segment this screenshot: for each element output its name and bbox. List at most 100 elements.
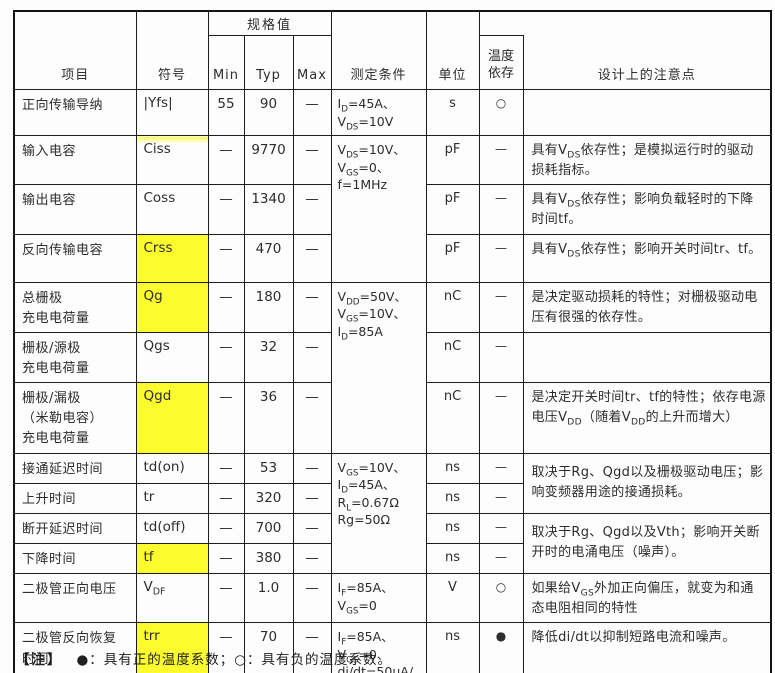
item-cell: 栅极/源极 充电电荷量 — [13, 331, 137, 384]
temp-dependence-cell: — — [478, 331, 524, 384]
temp-dependence-cell: — — [478, 482, 524, 514]
temp-dependence-cell: ○ — [478, 573, 524, 624]
col-header-conditions: 测定条件 — [330, 10, 427, 90]
table-row: 输出电容 Coss — 1340 — pF — 具有VDS依存性；影响负载轻时的… — [13, 184, 772, 235]
design-note-cell — [522, 89, 772, 136]
item-cell: 接通延迟时间 — [13, 452, 137, 484]
symbol-cell: Qgd — [135, 382, 209, 454]
design-note-cell: 取决于Rg、Qgd以及栅极驱动电压；影响变频器用途的接通损耗。 — [522, 452, 772, 514]
conditions-cell: VDS=10V、 VGS=0、 f=1MHz — [330, 135, 427, 283]
typ-cell: 180 — [243, 281, 294, 333]
col-header-design-notes: 设计上的注意点 — [522, 35, 772, 90]
typ-cell: 9770 — [243, 134, 294, 186]
symbol-cell: VDF — [135, 573, 209, 624]
table-row: 总栅极 充电电荷量 Qg — 180 — VDD=50V、 VGS=10V、 ID=8… — [13, 281, 772, 454]
design-note-cell: 如果给VGS外加正向偏压，就变为和通态电阻相同的特性 — [522, 573, 772, 624]
table-row: 栅极/漏极 （米勒电容） 充电电荷量 Qgd — 36 — nC — 是决定开关时间… — [13, 382, 772, 454]
min-cell: — — [207, 233, 245, 283]
max-cell: — — [292, 281, 332, 333]
unit-cell: pF — [425, 134, 480, 186]
item-cell: 二极管反向恢复 时间 — [13, 622, 137, 673]
max-cell: — — [292, 89, 332, 136]
col-header-min: Min — [207, 35, 245, 90]
col-header-temp-dependence: 温度 依存 — [478, 35, 524, 90]
symbol-cell: trr — [135, 622, 209, 673]
footnote: 【注】 ●：具有正的温度系数；○：具有负的温度系数。 — [16, 648, 392, 668]
max-cell: — — [292, 573, 332, 624]
typ-cell: 1.0 — [243, 573, 294, 624]
max-cell: — — [292, 233, 332, 283]
item-cell: 栅极/漏极 （米勒电容） 充电电荷量 — [13, 382, 137, 454]
typ-cell: 32 — [243, 331, 294, 384]
col-header-unit: 单位 — [425, 10, 480, 90]
unit-cell: ns — [425, 482, 480, 514]
max-cell: — — [292, 184, 332, 235]
table-row: 断开延迟时间 td(off) — 700 — ns — 取决于Rg、Qgd以及V… — [13, 512, 772, 575]
item-cell: 上升时间 — [13, 482, 137, 514]
conditions-cell: VDD=50V、 VGS=10V、 ID=85A — [330, 281, 427, 454]
typ-cell: 700 — [243, 512, 294, 544]
symbol-cell: |Yfs| — [135, 89, 209, 136]
footnote-label: 【注】 — [16, 652, 63, 668]
min-cell: — — [207, 452, 245, 484]
symbol-cell: td(on) — [135, 452, 209, 484]
typ-cell: 36 — [243, 382, 294, 454]
max-cell: — — [292, 134, 332, 186]
unit-cell: V — [425, 573, 480, 624]
table-row: 栅极/源极 充电电荷量 Qgs — 32 — nC — — [13, 331, 772, 384]
table-row: 二极管正向电压 VDF — 1.0 — IF=85A、 VGS=0 V ○ 如果给… — [13, 573, 772, 624]
typ-cell: 53 — [243, 452, 294, 484]
table-row: 下降时间 tf — 380 — ns — — [13, 542, 771, 575]
min-cell: — — [207, 382, 245, 454]
temp-dependence-cell: — — [478, 542, 524, 575]
col-header-symbol: 符号 — [135, 10, 209, 90]
design-note-cell: 具有VDS依存性；是模拟运行时的驱动损耗指标。 — [522, 134, 772, 186]
typ-cell: 1340 — [243, 184, 294, 235]
col-header-max: Max — [292, 35, 332, 90]
temp-dependence-cell: — — [478, 512, 524, 544]
symbol-cell: Qgs — [135, 331, 209, 384]
design-note-cell: 取决于Rg、Qgd以及Vth；影响开关断开时的电涌电压（噪声）。 — [522, 512, 772, 575]
conditions-cell: IF=85A、VGS=0、di/dt=50μA/μs — [330, 622, 427, 673]
min-cell: — — [207, 281, 245, 333]
spec-table: 项目 符号 规格值 测定条件 单位 Min Typ Max 温度 依存 设计上的注… — [13, 10, 772, 673]
temp-dependence-cell: ○ — [478, 89, 524, 136]
temp-dependence-cell: — — [478, 382, 524, 454]
symbol-cell: Coss — [135, 184, 209, 235]
item-cell: 正向传输导纳 — [13, 89, 137, 136]
typ-cell: 380 — [243, 542, 294, 575]
temp-dependence-cell: ● — [478, 622, 524, 673]
col-header-spec-group: 规格值 — [207, 10, 332, 36]
header-row-bottom: Min Typ Max 温度 依存 设计上的注意点 — [14, 35, 772, 90]
symbol-cell: Crss — [135, 233, 209, 283]
temp-dependence-cell: — — [478, 134, 524, 186]
unit-cell: ns — [425, 622, 480, 673]
header-row-top: 项目 符号 规格值 测定条件 单位 — [13, 10, 772, 90]
design-note-cell — [522, 331, 772, 384]
unit-cell: ns — [425, 512, 480, 544]
table-row: 二极管反向恢复 时间 trr — 70 — IF=85A、 VGS=0、 di/dt=… — [13, 622, 772, 673]
item-cell: 输入电容 — [13, 134, 137, 186]
min-cell: — — [207, 331, 245, 384]
symbol-cell: Ciss — [135, 134, 209, 186]
col-header-item: 项目 — [13, 10, 137, 90]
max-cell: — — [292, 622, 332, 673]
symbol-cell: tf — [135, 542, 209, 575]
design-note-cell: 是决定开关时间tr、tf的特性；依存电源电压VDD（随着VDD的上升而增大） — [522, 382, 772, 454]
conditions-cell: IF=85A、 VGS=0 — [330, 573, 427, 624]
design-note-cell: 具有VDS依存性；影响负载轻时的下降时间tf。 — [522, 184, 772, 235]
symbol-cell: Qg — [135, 281, 209, 333]
unit-cell: ns — [425, 452, 480, 484]
item-cell: 输出电容 — [13, 184, 137, 235]
symbol-cell: tr — [135, 482, 209, 514]
unit-cell: nC — [425, 382, 480, 454]
item-cell: 下降时间 — [13, 542, 137, 575]
min-cell: — — [207, 184, 245, 235]
table-row: 反向传输电容 Crss — 470 — pF — 具有VDS依存性；影响开关时间… — [13, 233, 772, 283]
max-cell: — — [292, 512, 332, 544]
temp-dependence-cell: — — [478, 281, 524, 333]
unit-cell: s — [425, 89, 480, 136]
min-cell: — — [207, 134, 245, 186]
typ-cell: 320 — [243, 482, 294, 514]
